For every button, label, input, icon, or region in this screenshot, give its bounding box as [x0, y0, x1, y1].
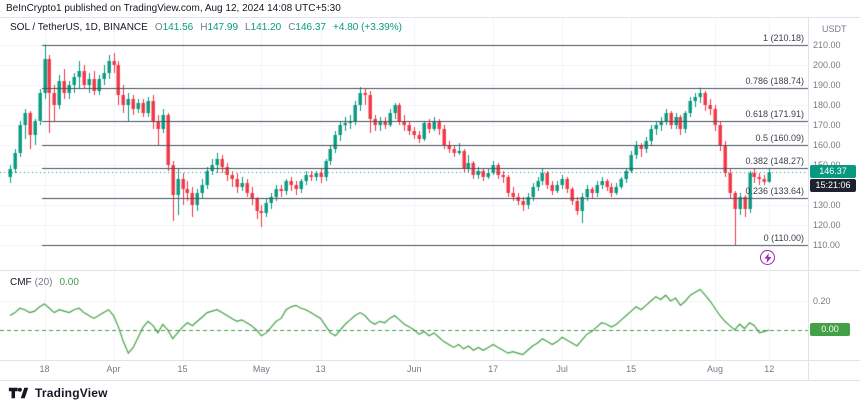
indicator-legend[interactable]: CMF (20) 0.00	[10, 277, 79, 288]
indicator-params: (20)	[34, 277, 53, 288]
price-axis-label: 190.00	[813, 80, 841, 90]
price-axis-label: 150.00	[813, 160, 841, 170]
price-axis-label: 170.00	[813, 120, 841, 130]
fib-level-label[interactable]: 0.382 (148.27)	[745, 156, 804, 167]
publish-text: BeInCrypto1 published on TradingView.com…	[6, 3, 341, 14]
time-axis-divider	[0, 360, 860, 361]
pane-divider[interactable]	[0, 270, 860, 271]
time-axis-label: 15	[626, 364, 637, 374]
price-axis-divider	[808, 17, 809, 380]
fib-level-label[interactable]: 1 (210.18)	[762, 32, 804, 43]
symbol-legend: SOL / TetherUS, 1D, BINANCE O141.56 H147.9…	[10, 22, 402, 33]
bar-countdown-badge: 15:21:06	[810, 179, 856, 193]
time-axis-label: Jul	[556, 364, 568, 374]
symbol-title[interactable]: SOL / TetherUS, 1D, BINANCE	[10, 22, 148, 33]
publish-header: BeInCrypto1 published on TradingView.com…	[0, 0, 860, 17]
time-axis-label: Aug	[706, 364, 723, 374]
open-label: O	[154, 22, 163, 33]
tradingview-logo-icon	[8, 387, 29, 398]
time-axis-label: 12	[764, 364, 775, 374]
cmf-axis-label: 0.20	[813, 296, 831, 306]
time-axis-label: May	[252, 364, 270, 374]
price-axis-label: 180.00	[813, 100, 841, 110]
last-price-badge: 146.37	[810, 165, 856, 179]
close-label: C	[288, 22, 296, 33]
lightning-icon	[764, 252, 771, 263]
fib-level-label[interactable]: 0.786 (188.74)	[745, 75, 804, 86]
header-divider	[0, 17, 860, 18]
fib-level-label[interactable]: 0 (110.00)	[763, 233, 804, 243]
price-axis-label: 200.00	[813, 60, 841, 70]
ohlc-readout: O141.56 H147.99 L141.20 C146.37 +4.80 (+3.39…	[148, 22, 402, 33]
time-axis-label: Apr	[106, 364, 121, 374]
indicator-value: 0.00	[59, 277, 79, 288]
low-label: L	[245, 22, 251, 33]
time-axis-label: 17	[488, 364, 499, 374]
price-axis-label: 160.00	[813, 140, 841, 150]
indicator-name: CMF	[10, 277, 32, 288]
cmf-value-badge: 0.00	[810, 323, 850, 336]
fib-level-label[interactable]: 0.5 (160.09)	[755, 132, 804, 143]
price-axis-label: 210.00	[813, 40, 841, 50]
price-axis-label: 130.00	[813, 200, 841, 210]
time-axis-label: 15	[177, 364, 188, 374]
attribution-footer[interactable]: TradingView	[0, 380, 860, 404]
high-value: 147.99	[207, 22, 239, 33]
high-label: H	[200, 22, 208, 33]
close-value: 146.37	[295, 22, 327, 33]
price-axis-label: 110.00	[813, 240, 840, 250]
fib-level-label[interactable]: 0.236 (133.64)	[745, 185, 804, 196]
brand-wordmark: TradingView	[35, 385, 108, 400]
fib-level-label[interactable]: 0.618 (171.91)	[745, 109, 804, 120]
change-value: +4.80 (+3.39%)	[333, 22, 402, 33]
price-axis-label: 120.00	[813, 220, 841, 230]
time-axis-label: Jun	[406, 364, 422, 374]
low-value: 141.20	[250, 22, 282, 33]
idea-marker[interactable]	[760, 250, 775, 265]
currency-label: USDT	[822, 24, 847, 34]
time-axis-label: 18	[39, 364, 50, 374]
time-axis-label: 13	[315, 364, 326, 374]
open-value: 141.56	[162, 22, 194, 33]
